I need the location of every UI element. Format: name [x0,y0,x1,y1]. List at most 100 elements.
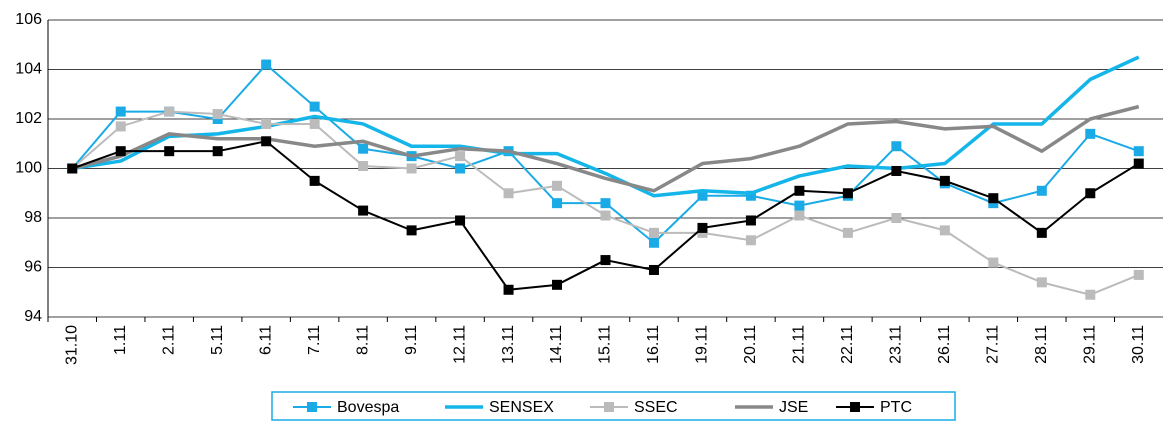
y-tick-label: 98 [24,209,42,226]
data-point [455,151,466,162]
y-tick-label: 96 [24,259,42,276]
legend-label: PTC [880,399,912,416]
x-tick-label: 19.11 [694,325,711,364]
data-point [648,237,659,248]
x-tick-label: 22.11 [839,325,856,364]
data-point [552,279,563,290]
legend-label: SENSEX [489,399,554,416]
data-point [1036,185,1047,196]
data-point [309,118,320,129]
x-tick-label: 2.11 [160,325,177,355]
data-point [1085,188,1096,199]
x-tick-label: 20.11 [742,325,759,364]
data-point [309,175,320,186]
data-point [115,121,126,132]
data-point [164,146,175,157]
y-tick-label: 100 [15,160,42,177]
x-tick-label: 28.11 [1033,325,1050,364]
data-point [309,101,320,112]
series-line [71,55,1140,198]
data-point [988,193,999,204]
x-tick-label: 13.11 [500,325,517,364]
y-tick-label: 104 [15,61,42,78]
data-point [600,255,611,266]
x-tick-label: 5.11 [209,325,226,355]
data-point [794,200,805,211]
data-point [1133,158,1144,169]
data-point [1036,277,1047,288]
legend-label: Bovespa [337,399,399,416]
data-point [406,163,417,174]
data-point [891,141,902,152]
data-point [1133,146,1144,157]
data-point [891,165,902,176]
data-point [164,106,175,117]
data-point [67,163,78,174]
x-tick-label: 12.11 [451,325,468,364]
x-tick-label: 26.11 [936,325,953,364]
x-tick-label: 27.11 [985,325,1002,364]
data-point [261,136,272,147]
x-tick-label: 21.11 [791,325,808,364]
data-point [600,198,611,209]
series-line [71,104,1140,193]
data-point [648,227,659,238]
data-point [212,146,223,157]
x-tick-label: 30.11 [1130,325,1147,364]
data-point [358,143,369,154]
data-point [648,264,659,275]
x-tick-label: 23.11 [888,325,905,364]
data-point [988,257,999,268]
data-point [697,190,708,201]
data-point [455,163,466,174]
data-point [697,222,708,233]
data-point [115,146,126,157]
data-point [261,59,272,70]
data-point [939,225,950,236]
data-point [212,109,223,120]
data-point [552,198,563,209]
data-point [1133,269,1144,280]
x-tick-label: 6.11 [257,325,274,355]
data-point [552,180,563,191]
x-tick-label: 14.11 [548,325,565,364]
x-tick-label: 15.11 [597,325,614,364]
data-point [503,188,514,199]
data-point [455,215,466,226]
x-tick-label: 1.11 [112,325,129,355]
y-tick-label: 102 [15,110,42,127]
data-point [745,215,756,226]
x-tick-label: 16.11 [645,325,662,364]
legend-label: JSE [779,399,808,416]
data-point [358,205,369,216]
data-point [406,225,417,236]
data-point [842,227,853,238]
y-tick-label: 106 [15,11,42,28]
data-point [842,188,853,199]
data-point [745,235,756,246]
data-point [1085,128,1096,139]
legend-label: SSEC [634,399,678,416]
x-tick-label: 9.11 [403,325,420,355]
x-tick-label: 29.11 [1082,325,1099,364]
data-point [745,190,756,201]
x-tick-label: 7.11 [306,325,323,355]
data-point [600,210,611,221]
data-point [1036,227,1047,238]
data-point [939,175,950,186]
data-point [115,106,126,117]
data-point [358,161,369,172]
data-point [794,185,805,196]
legend-marker [850,402,860,412]
y-tick-label: 94 [24,308,42,325]
data-point [891,213,902,223]
data-point [503,284,514,295]
x-tick-label: 8.11 [354,325,371,355]
x-tick-label: 31.10 [63,325,80,365]
data-point [261,118,272,129]
legend-marker [604,402,614,412]
data-point [1085,289,1096,300]
data-point [794,210,805,221]
legend-marker [307,402,317,412]
